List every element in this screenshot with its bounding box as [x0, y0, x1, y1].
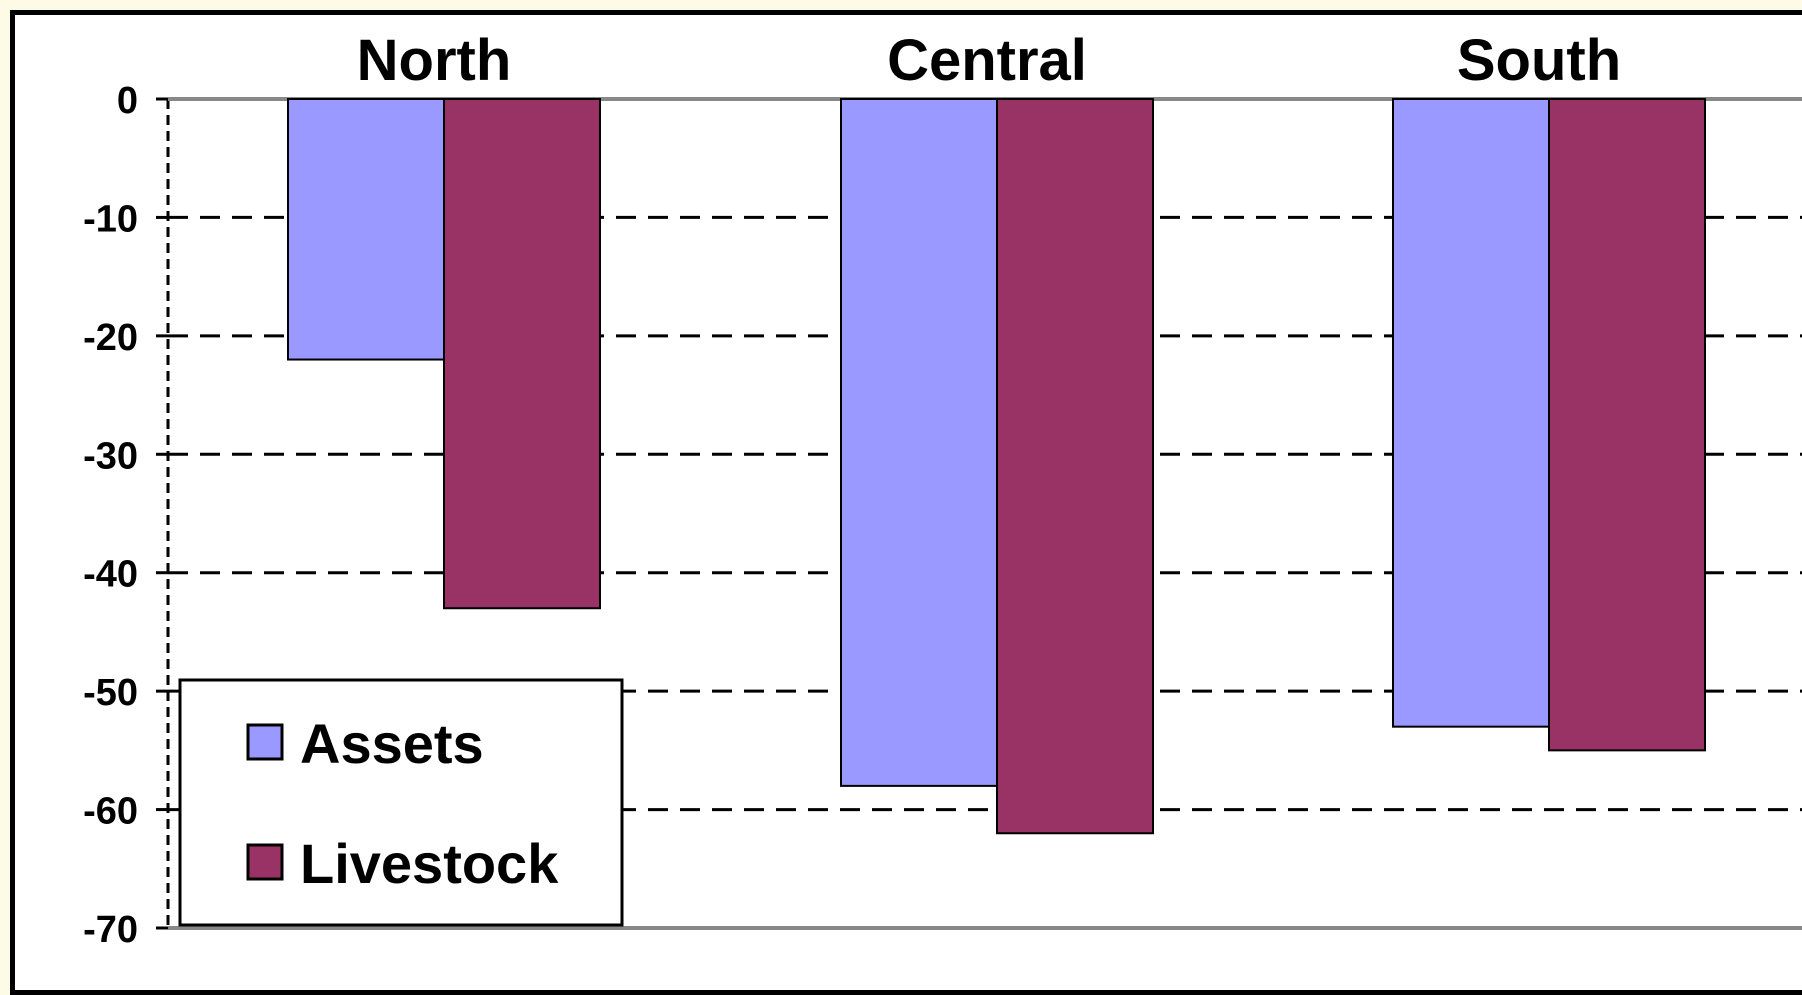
y-axis: 0 -10 -20 -30 -40 -50 -60 -70: [83, 80, 1802, 951]
legend-swatch-assets: [246, 723, 284, 761]
bar-livestock-south: [1548, 98, 1706, 752]
bars: [287, 98, 1706, 835]
bar-chart: 0 -10 -20 -30 -40 -50 -60 -70 North Central South…: [83, 28, 1802, 951]
legend: Assets Livestock: [178, 678, 624, 927]
category-label-north: North: [357, 28, 512, 93]
bar-assets-central: [840, 98, 998, 787]
y-tick-label: 0: [117, 80, 138, 122]
legend-swatch-livestock: [246, 843, 284, 881]
bar-livestock-central: [996, 98, 1154, 835]
bar-livestock-north: [443, 98, 601, 610]
category-labels: North Central South: [357, 28, 1621, 93]
legend-box: [178, 678, 624, 927]
legend-label-assets: Assets: [300, 712, 484, 775]
bar-assets-south: [1392, 98, 1550, 728]
y-tick-label: -70: [83, 909, 138, 951]
category-label-central: Central: [887, 28, 1087, 93]
y-tick-label: -40: [83, 554, 138, 596]
y-tick-label: -30: [83, 435, 138, 477]
legend-label-livestock: Livestock: [300, 832, 559, 895]
y-tick-label: -60: [83, 791, 138, 833]
bar-assets-north: [287, 98, 445, 361]
y-tick-label: -10: [83, 198, 138, 240]
y-tick-label: -20: [83, 317, 138, 359]
y-tick-label: -50: [83, 672, 138, 714]
category-label-south: South: [1457, 28, 1621, 93]
